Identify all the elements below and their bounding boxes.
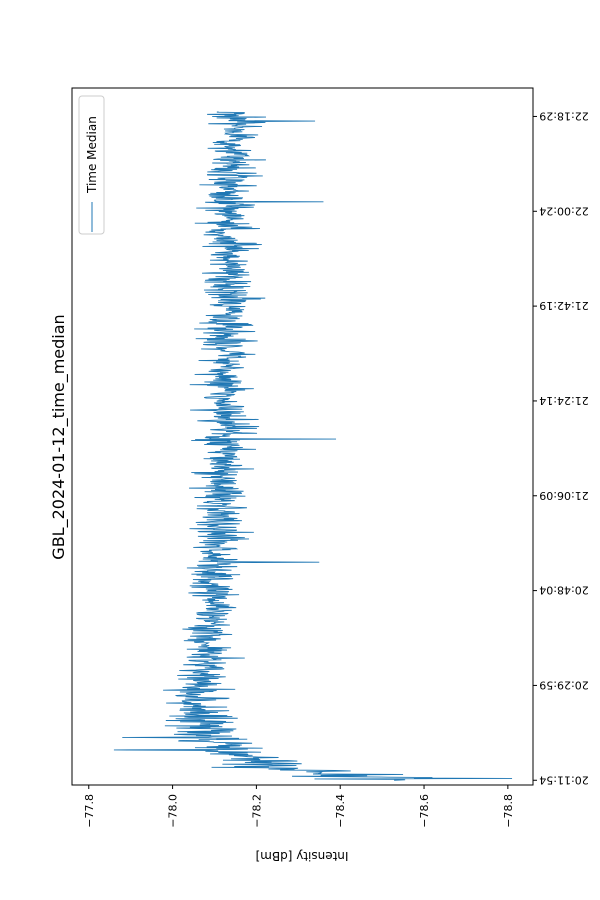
time-tick-label: 20:48:04: [539, 584, 588, 597]
legend-entry-time-median: Time Median: [85, 116, 99, 194]
plot-area: [72, 88, 533, 785]
intensity-tick-label: −78.0: [167, 794, 180, 828]
time-tick-label: 22:00:24: [539, 204, 588, 217]
intensity-tick-label: −77.8: [83, 794, 96, 828]
time-tick-label: 21:42:19: [539, 299, 588, 312]
time-tick-label: 21:06:09: [539, 489, 588, 502]
intensity-tick-label: −78.6: [418, 794, 431, 828]
y-axis-label: Intensity [dBm]: [256, 849, 349, 863]
series-line-time-median: [113, 111, 513, 781]
time-tick-label: 22:18:29: [539, 109, 588, 122]
chart-title: GBL_2024-01-12_time_median: [49, 314, 69, 559]
time-axis: 20:11:54 20:29:59 20:48:04 21:06:09 21:24:14…: [533, 109, 589, 786]
plot-frame: [71, 87, 534, 786]
legend: Time Median: [78, 95, 105, 235]
intensity-tick-label: −78.8: [502, 794, 515, 828]
series-time-median: [113, 111, 513, 781]
intensity-tick-label: −78.4: [334, 794, 347, 828]
intensity-axis: −77.8 −78.0 −78.2 −78.4 −78.6 −78.8: [83, 785, 515, 828]
intensity-tick-label: −78.2: [250, 794, 263, 828]
time-tick-label: 20:11:54: [539, 773, 588, 786]
time-tick-label: 21:24:14: [539, 394, 588, 407]
time-tick-label: 20:29:59: [539, 678, 588, 691]
legend-box: [78, 95, 105, 235]
